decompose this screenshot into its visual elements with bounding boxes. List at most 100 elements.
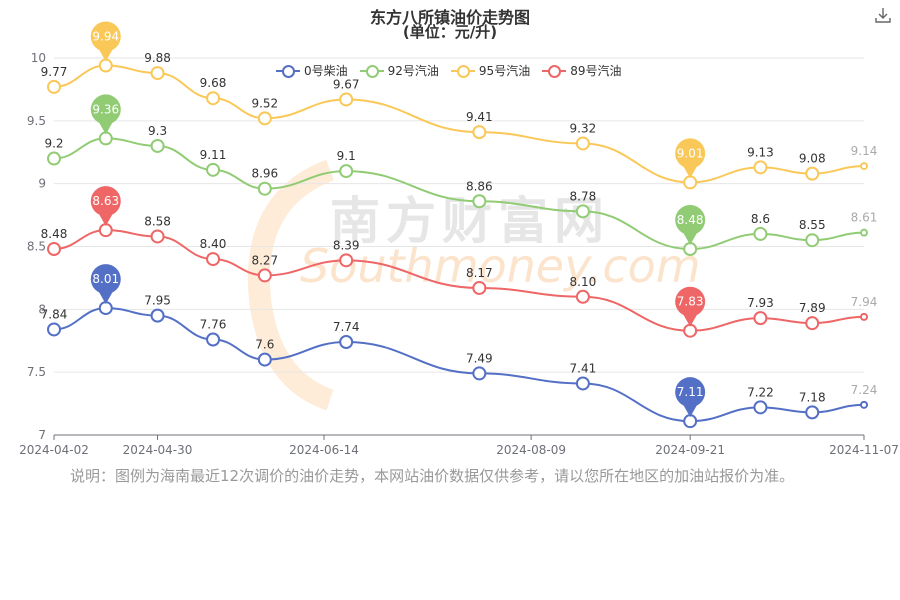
data-label: 7.24 <box>851 383 878 397</box>
data-point[interactable] <box>339 92 354 107</box>
data-point[interactable] <box>47 242 61 257</box>
data-point[interactable] <box>257 181 272 196</box>
legend-item-gas-89[interactable]: 89号汽油 <box>542 62 621 79</box>
data-point[interactable] <box>753 226 768 241</box>
y-tick-label: 9.5 <box>27 114 46 128</box>
data-point[interactable] <box>472 194 487 209</box>
x-tick-label: 2024-09-21 <box>655 443 725 457</box>
data-label: 7.84 <box>41 307 68 321</box>
data-label: 8.27 <box>251 253 278 267</box>
data-label: 9.52 <box>251 96 278 110</box>
data-point[interactable] <box>150 229 165 244</box>
axes: 7 7.5 8 8.5 9 9.5 10 2024-04-02 2024-04-30 2024-0… <box>19 51 899 457</box>
data-label: 9.32 <box>570 121 597 135</box>
data-point[interactable] <box>206 332 221 347</box>
chart-subtitle: (单位：元/升) <box>402 23 498 41</box>
data-point[interactable] <box>805 405 820 420</box>
data-point[interactable] <box>472 366 487 381</box>
data-point[interactable] <box>150 66 165 81</box>
marker-pin-head <box>675 138 706 169</box>
marker-pin: 9.36 <box>90 94 121 135</box>
y-tick-label: 8 <box>38 302 46 316</box>
data-point[interactable] <box>753 311 768 326</box>
data-label: 9.2 <box>44 137 63 151</box>
legend-swatch-icon <box>359 64 384 78</box>
data-point[interactable] <box>575 376 590 391</box>
data-point[interactable] <box>860 400 868 409</box>
data-label: 7.95 <box>144 294 171 308</box>
data-point[interactable] <box>575 289 590 304</box>
marker-pin-label: 7.11 <box>677 385 704 399</box>
series-0: 7.84 7.95 7.76 7.6 7.74 7.49 7.41 7.22 7.18 7.24 <box>41 294 878 429</box>
data-label: 9.67 <box>333 77 360 91</box>
data-point[interactable] <box>805 316 820 331</box>
series-1: 9.2 9.3 9.11 8.96 9.1 8.86 8.78 8.6 8.55 8.61 <box>44 124 877 257</box>
data-label: 9.13 <box>747 145 774 159</box>
data-point[interactable] <box>150 138 165 153</box>
legend-label: 92号汽油 <box>387 64 439 78</box>
marker-pin-head <box>90 186 121 217</box>
data-point[interactable] <box>206 162 221 177</box>
data-point[interactable] <box>206 91 221 106</box>
data-label: 9.08 <box>799 152 826 166</box>
legend-item-diesel-0[interactable]: 0号柴油 <box>276 62 348 79</box>
data-point[interactable] <box>575 136 590 151</box>
marker-pin-label: 8.01 <box>92 272 119 286</box>
data-point[interactable] <box>472 125 487 140</box>
data-label: 9.3 <box>148 124 167 138</box>
data-point[interactable] <box>860 228 868 237</box>
marker-pin-label: 8.48 <box>677 213 704 227</box>
data-label: 7.76 <box>200 317 227 331</box>
legend-swatch-icon <box>276 64 300 78</box>
marker-pin-head <box>675 286 706 317</box>
marker-pin-label: 8.63 <box>92 194 119 208</box>
marker-pin-label: 9.36 <box>92 102 119 116</box>
legend-item-gas-95[interactable]: 95号汽油 <box>450 62 530 79</box>
legend-item-gas-92[interactable]: 92号汽油 <box>359 62 439 79</box>
marker-pin-head <box>675 377 706 408</box>
data-point[interactable] <box>472 280 487 295</box>
data-point[interactable] <box>805 233 820 248</box>
marker-pin-label: 9.94 <box>92 30 119 44</box>
data-label: 8.96 <box>251 167 278 181</box>
data-point[interactable] <box>257 268 272 283</box>
data-point[interactable] <box>150 308 165 323</box>
legend-swatch-icon <box>450 64 475 78</box>
x-tick-label: 2024-04-02 <box>19 443 89 457</box>
marker-pin-head <box>90 94 121 125</box>
data-point[interactable] <box>339 164 354 179</box>
legend-label: 0号柴油 <box>304 64 348 78</box>
legend: 0号柴油 92号汽油 95号汽油 89号汽油 <box>276 62 621 79</box>
data-point[interactable] <box>206 252 221 267</box>
marker-pin-head <box>90 264 121 295</box>
data-point[interactable] <box>860 312 868 321</box>
data-point[interactable] <box>339 335 354 350</box>
data-point[interactable] <box>860 162 868 171</box>
data-point[interactable] <box>257 111 272 126</box>
data-point[interactable] <box>257 352 272 367</box>
data-label: 8.55 <box>799 218 826 232</box>
data-point[interactable] <box>753 400 768 415</box>
data-label: 9.41 <box>466 110 493 124</box>
marker-pin: 8.63 <box>90 186 121 227</box>
legend-swatch-icon <box>542 64 567 78</box>
x-tick-label: 2024-08-09 <box>496 443 566 457</box>
data-label: 9.68 <box>200 76 227 90</box>
data-label: 7.93 <box>747 296 774 310</box>
data-point[interactable] <box>47 322 61 337</box>
y-tick-label: 9 <box>38 177 46 191</box>
marker-pin-head <box>675 205 706 236</box>
data-label: 9.11 <box>200 148 227 162</box>
data-point[interactable] <box>753 160 768 175</box>
marker-pin: 7.11 <box>675 377 706 418</box>
data-point[interactable] <box>47 151 61 166</box>
data-point[interactable] <box>805 166 820 181</box>
data-point[interactable] <box>47 79 61 94</box>
watermark-swoosh <box>247 159 335 411</box>
watermark-en: Southmoney.com <box>300 239 701 293</box>
download-icon[interactable] <box>874 6 892 24</box>
data-point[interactable] <box>575 204 590 219</box>
data-point[interactable] <box>339 253 354 268</box>
data-label: 9.77 <box>41 65 68 79</box>
